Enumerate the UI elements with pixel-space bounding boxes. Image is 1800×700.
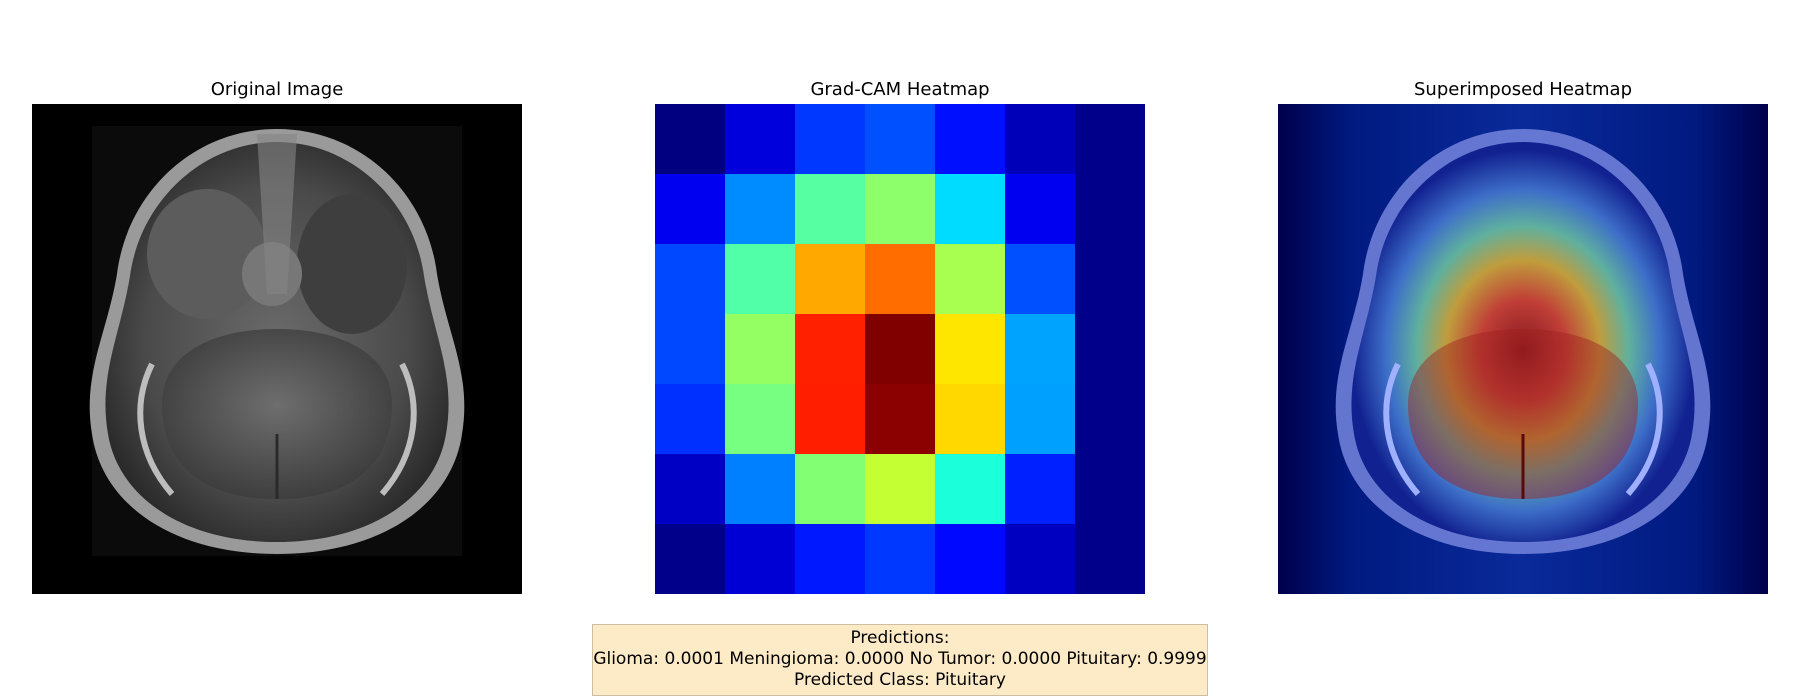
heatmap-cell [795, 524, 866, 594]
original-mri-image [32, 104, 522, 594]
heatmap-cell [725, 174, 796, 245]
heatmap-cell [725, 244, 796, 315]
heatmap-cell [1005, 174, 1076, 245]
heatmap-cell [725, 104, 796, 175]
heatmap-cell [865, 314, 936, 385]
heatmap-cell [865, 384, 936, 455]
predicted-class: Predicted Class: Pituitary [794, 670, 1006, 690]
heatmap-cell [655, 524, 726, 594]
brain-scan-graphic [32, 104, 522, 594]
heatmap-cell [795, 384, 866, 455]
heatmap-cell [935, 104, 1006, 175]
heatmap-cell [795, 314, 866, 385]
original-image-title: Original Image [210, 79, 344, 100]
predictions-heading: Predictions: [850, 628, 950, 648]
heatmap-cell [1075, 454, 1145, 525]
heatmap-cell [655, 104, 726, 175]
heatmap-cell [795, 454, 866, 525]
heatmap-cell [935, 244, 1006, 315]
heatmap-cell [1005, 104, 1076, 175]
heatmap-cell [935, 524, 1006, 594]
heatmap-cell [865, 244, 936, 315]
heatmap-cell [865, 174, 936, 245]
heatmap-cell [655, 314, 726, 385]
heatmap-cell [1005, 524, 1076, 594]
superimposed-heatmap-title: Superimposed Heatmap [1414, 79, 1632, 100]
heatmap-cell [865, 454, 936, 525]
predictions-box: Predictions: Glioma: 0.0001 Meningioma: … [592, 624, 1208, 696]
heatmap-cell [1075, 104, 1145, 175]
heatmap-grid [655, 104, 1145, 594]
heatmap-cell [795, 244, 866, 315]
heatmap-cell [1075, 314, 1145, 385]
heatmap-cell [655, 244, 726, 315]
heatmap-cell [1005, 314, 1076, 385]
heatmap-cell [725, 314, 796, 385]
heatmap-cell [935, 314, 1006, 385]
prediction-scores: Glioma: 0.0001 Meningioma: 0.0000 No Tum… [593, 649, 1207, 669]
heatmap-cell [725, 524, 796, 594]
heatmap-cell [725, 384, 796, 455]
superimposed-graphic [1278, 104, 1768, 594]
heatmap-cell [1075, 524, 1145, 594]
heatmap-cell [655, 174, 726, 245]
heatmap-cell [655, 454, 726, 525]
heatmap-cell [935, 384, 1006, 455]
heatmap-cell [1005, 454, 1076, 525]
heatmap-cell [935, 174, 1006, 245]
heatmap-cell [1005, 244, 1076, 315]
heatmap-cell [865, 104, 936, 175]
heatmap-cell [1075, 174, 1145, 245]
superimposed-heatmap-image [1278, 104, 1768, 594]
gradcam-heatmap-image [655, 104, 1145, 594]
heatmap-cell [865, 524, 936, 594]
heatmap-cell [725, 454, 796, 525]
heatmap-cell [935, 454, 1006, 525]
heatmap-cell [795, 174, 866, 245]
heatmap-cell [655, 384, 726, 455]
heatmap-cell [1005, 384, 1076, 455]
heatmap-cell [795, 104, 866, 175]
heatmap-cell [1075, 244, 1145, 315]
gradcam-heatmap-title: Grad-CAM Heatmap [810, 79, 990, 100]
heatmap-cell [1075, 384, 1145, 455]
